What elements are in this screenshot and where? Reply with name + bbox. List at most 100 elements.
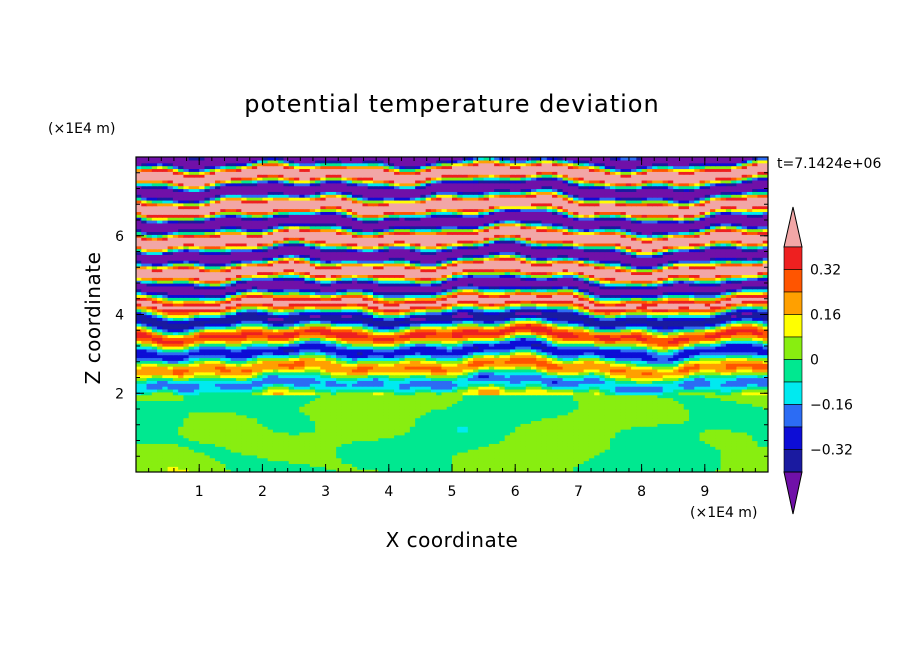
- field-cell: [620, 443, 627, 447]
- field-cell: [573, 437, 579, 442]
- field-cell: [636, 469, 643, 472]
- field-cell: [251, 420, 258, 424]
- field-cell: [689, 403, 695, 407]
- field-cell: [230, 429, 237, 433]
- field-cell: [567, 397, 574, 402]
- field-cell: [662, 463, 669, 467]
- field-cell: [746, 409, 753, 413]
- field-cell: [151, 409, 158, 413]
- field-cell: [193, 423, 200, 427]
- field-cell: [404, 417, 411, 422]
- field-cell: [483, 431, 490, 436]
- field-cell: [689, 426, 695, 430]
- field-cell: [583, 414, 590, 419]
- field-cell: [541, 397, 548, 402]
- field-cell: [241, 400, 248, 404]
- field-cell: [420, 426, 427, 430]
- field-cell: [257, 460, 263, 465]
- field-cell: [430, 460, 437, 465]
- field-cell: [383, 434, 390, 439]
- field-cell: [225, 403, 232, 407]
- field-cell: [704, 420, 711, 424]
- field-cell: [720, 469, 727, 472]
- chart-title: potential temperature deviation: [244, 90, 659, 118]
- field-cell: [420, 429, 427, 433]
- field-cell: [204, 457, 211, 462]
- field-cell: [720, 429, 727, 433]
- field-cell: [246, 429, 253, 433]
- field-cell: [193, 460, 200, 465]
- field-cell: [525, 397, 532, 402]
- field-cell: [178, 406, 184, 410]
- field-cell: [230, 409, 237, 413]
- field-cell: [299, 460, 306, 465]
- field-cell: [162, 437, 169, 442]
- field-cell: [467, 469, 474, 472]
- field-cell: [336, 469, 342, 472]
- field-cell: [704, 426, 711, 430]
- field-cell: [367, 414, 374, 419]
- field-cell: [215, 411, 221, 416]
- field-cell: [430, 429, 437, 433]
- field-cell: [509, 446, 516, 450]
- field-cell: [646, 414, 653, 419]
- field-cell: [625, 460, 632, 465]
- field-cell: [188, 469, 195, 472]
- field-cell: [594, 440, 601, 444]
- field-cell: [162, 440, 169, 444]
- field-cell: [430, 469, 437, 472]
- field-cell: [251, 400, 258, 404]
- field-cell: [420, 443, 427, 447]
- field-cell: [415, 454, 421, 459]
- field-cell: [752, 446, 759, 450]
- field-cell: [657, 411, 664, 416]
- field-cell: [546, 454, 553, 459]
- field-cell: [552, 469, 558, 472]
- field-cell: [351, 440, 358, 444]
- field-cell: [251, 417, 258, 422]
- field-cell: [704, 434, 711, 439]
- field-cell: [473, 420, 479, 424]
- field-cell: [436, 429, 443, 433]
- field-cell: [251, 469, 258, 472]
- field-cell: [346, 446, 353, 450]
- field-cell: [689, 454, 695, 459]
- field-cell: [694, 443, 701, 447]
- field-cell: [272, 466, 279, 470]
- field-cell: [383, 391, 390, 396]
- field-cell: [246, 460, 253, 465]
- field-cell: [488, 449, 495, 453]
- field-cell: [557, 411, 564, 416]
- field-cell: [262, 403, 269, 407]
- field-cell: [546, 463, 553, 467]
- field-cell: [188, 440, 195, 444]
- field-cell: [478, 460, 485, 465]
- field-cell: [578, 409, 585, 413]
- field-cell: [741, 457, 748, 462]
- field-cell: [430, 400, 437, 404]
- field-cell: [715, 429, 722, 433]
- field-cell: [515, 406, 522, 410]
- field-cell: [599, 463, 606, 467]
- field-cell: [457, 434, 464, 439]
- field-cell: [241, 454, 248, 459]
- field-cell: [251, 397, 258, 402]
- field-cell: [230, 397, 237, 402]
- field-cell: [383, 409, 390, 413]
- field-cell: [409, 443, 416, 447]
- field-cell: [762, 466, 768, 470]
- field-cell: [225, 423, 232, 427]
- field-cell: [272, 463, 279, 467]
- field-cell: [362, 406, 369, 410]
- field-cell: [167, 426, 174, 430]
- field-cell: [151, 454, 158, 459]
- field-cell: [283, 454, 290, 459]
- field-cell: [236, 460, 242, 465]
- field-cell: [715, 446, 722, 450]
- field-cell: [567, 469, 574, 472]
- field-cell: [304, 431, 311, 436]
- field-cell: [741, 437, 748, 442]
- field-cell: [394, 406, 400, 410]
- field-cell: [378, 463, 385, 467]
- field-cell: [262, 409, 269, 413]
